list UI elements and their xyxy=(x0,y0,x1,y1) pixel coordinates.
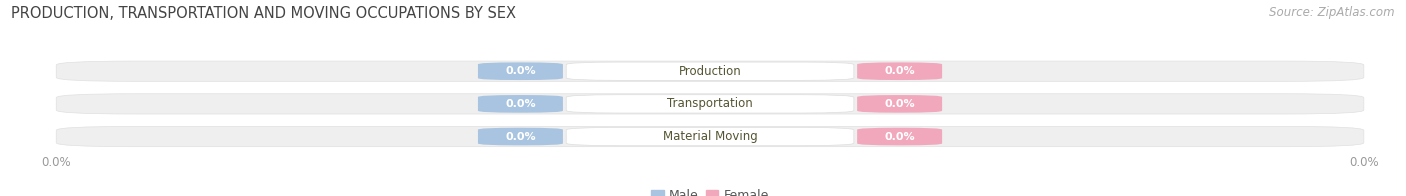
FancyBboxPatch shape xyxy=(478,62,562,80)
Text: Source: ZipAtlas.com: Source: ZipAtlas.com xyxy=(1270,6,1395,19)
Text: 0.0%: 0.0% xyxy=(884,66,915,76)
Text: Transportation: Transportation xyxy=(668,97,752,110)
FancyBboxPatch shape xyxy=(56,61,1364,81)
FancyBboxPatch shape xyxy=(478,128,562,145)
Text: PRODUCTION, TRANSPORTATION AND MOVING OCCUPATIONS BY SEX: PRODUCTION, TRANSPORTATION AND MOVING OC… xyxy=(11,6,516,21)
FancyBboxPatch shape xyxy=(567,62,853,80)
FancyBboxPatch shape xyxy=(478,95,562,113)
FancyBboxPatch shape xyxy=(567,127,853,146)
Text: 0.0%: 0.0% xyxy=(505,99,536,109)
Text: 0.0%: 0.0% xyxy=(884,99,915,109)
FancyBboxPatch shape xyxy=(858,95,942,113)
Text: 0.0%: 0.0% xyxy=(505,132,536,142)
FancyBboxPatch shape xyxy=(858,62,942,80)
Text: 0.0%: 0.0% xyxy=(884,132,915,142)
Text: 0.0%: 0.0% xyxy=(505,66,536,76)
FancyBboxPatch shape xyxy=(56,126,1364,147)
Legend: Male, Female: Male, Female xyxy=(647,184,773,196)
FancyBboxPatch shape xyxy=(858,128,942,145)
FancyBboxPatch shape xyxy=(567,95,853,113)
Text: Production: Production xyxy=(679,65,741,78)
FancyBboxPatch shape xyxy=(56,94,1364,114)
Text: Material Moving: Material Moving xyxy=(662,130,758,143)
